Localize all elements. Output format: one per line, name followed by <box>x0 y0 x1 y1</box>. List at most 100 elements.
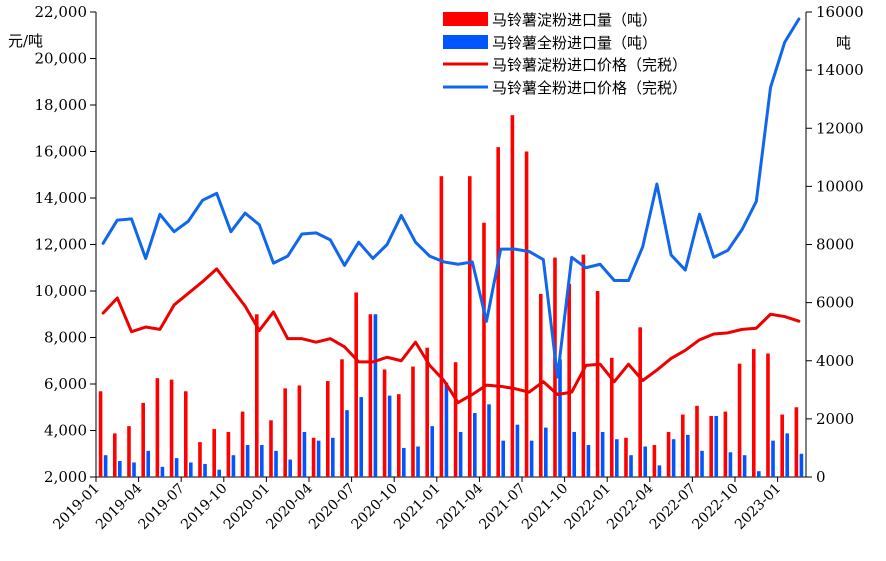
flour-price-line <box>101 17 801 379</box>
x-tick-label: 2020-07 <box>306 481 358 533</box>
starch-volume-bar-2022-08 <box>709 415 713 477</box>
flour-volume-bar-2023-01 <box>785 433 790 477</box>
flour-volume-bar-2020-09 <box>387 395 392 478</box>
flour-volume-bar-2021-07 <box>529 440 534 477</box>
starch-volume-bar-2019-07 <box>183 391 188 477</box>
flour-volume-bar-2019-08 <box>203 463 207 477</box>
flour-volume-bar-2021-02 <box>458 431 463 477</box>
starch-volume-bar-2022-04 <box>652 445 657 477</box>
starch-volume-bar-2019-04 <box>141 402 145 477</box>
flour-volume-bar-2020-11 <box>416 446 420 477</box>
right-tick-label: 16000 <box>816 3 864 21</box>
flour-volume-bar-2020-08 <box>373 314 378 477</box>
starch-volume-bar-2022-02 <box>624 437 628 477</box>
right-tick-label: 4000 <box>816 352 854 370</box>
flour-volume-bar-2019-04 <box>146 450 151 477</box>
flour-volume-bar-2021-05 <box>501 440 506 477</box>
starch-volume-bar-2021-02 <box>453 362 458 477</box>
starch-volume-bar-2020-05 <box>325 381 330 477</box>
flour-volume-bar-2019-07 <box>189 462 193 477</box>
legend-label-flour-volume: 马铃薯全粉进口量（吨） <box>492 34 657 52</box>
starch-volume-bar-2021-05 <box>496 147 500 477</box>
x-tick-label: 2022-01 <box>562 481 614 533</box>
starch-volume-bar-2019-09 <box>212 429 216 477</box>
flour-volume-bar-2020-05 <box>331 437 335 477</box>
starch-volume-bar-2021-03 <box>467 176 472 477</box>
x-tick-label: 2021-07 <box>476 481 528 533</box>
flour-volume-bar-2022-05 <box>671 439 676 477</box>
flour-volume-bar-2022-11 <box>757 471 761 477</box>
flour-volume-bar-2021-04 <box>487 404 491 477</box>
grid-frame <box>95 12 807 478</box>
left-tick-label: 8,000 <box>44 329 87 347</box>
flour-volume-bar-2020-12 <box>430 426 435 477</box>
x-tick-label: 2022-10 <box>689 481 741 533</box>
starch-volume-bar-2022-07 <box>695 405 699 477</box>
x-tick-label: 2022-07 <box>647 481 699 533</box>
flour-volume-bar-2020-03 <box>302 431 307 477</box>
starch-volume-bar-2021-04 <box>482 222 486 477</box>
flour-volume-bar-2020-07 <box>359 397 364 477</box>
starch-volume-bar-2021-12 <box>595 291 600 477</box>
flour-volume-bar-2019-09 <box>217 469 222 477</box>
legend: 马铃薯淀粉进口量（吨） 马铃薯全粉进口量（吨） 马铃薯淀粉进口价格（完税） 马铃… <box>443 11 687 97</box>
left-tick-label: 22,000 <box>35 3 88 21</box>
left-tick-label: 20,000 <box>35 50 88 68</box>
flour-volume-bar-2021-12 <box>600 431 605 477</box>
starch-volume-bar-2022-03 <box>638 327 642 477</box>
starch-volume-bar-2020-12 <box>425 347 429 477</box>
right-tick-label: 0 <box>816 468 826 486</box>
flour-volume-bar-2021-06 <box>515 424 520 477</box>
starch-volume-bar-2019-06 <box>169 379 174 477</box>
flour-volume-bar-2019-12 <box>260 445 264 477</box>
legend-label-flour-price: 马铃薯全粉进口价格（完税） <box>492 79 687 97</box>
right-tick-label: 10000 <box>816 177 864 195</box>
flour-volume-bar-2020-10 <box>402 447 406 477</box>
flour-volume-bar-2022-06 <box>686 434 690 477</box>
starch-volume-bar-2022-05 <box>666 431 671 477</box>
starch-volume-bar-2020-03 <box>297 385 302 477</box>
left-tick-label: 18,000 <box>35 96 88 114</box>
starch-volume-bar-2020-11 <box>411 366 415 477</box>
flour-volume-bar-2020-04 <box>316 440 321 477</box>
x-tick-label: 2021-10 <box>519 481 571 533</box>
starch-volume-bar-2020-08 <box>368 314 373 477</box>
left-axis-unit: 元/吨 <box>8 32 43 50</box>
left-tick-label: 16,000 <box>35 143 88 161</box>
x-tick-label: 2019-07 <box>136 481 188 533</box>
flour-volume-bar-2023-02 <box>799 453 804 477</box>
starch-volume-bar-2019-12 <box>254 314 259 477</box>
flour-volume-bar-2022-01 <box>615 439 619 477</box>
starch-volume-bar-2022-01 <box>609 357 614 477</box>
starch-volume-bar-2019-10 <box>226 431 231 477</box>
legend-swatch-flour-volume <box>443 35 488 49</box>
starch-volume-bar-2020-06 <box>340 359 344 477</box>
right-tick-label: 12000 <box>816 119 864 137</box>
flour-volume-bar-2020-06 <box>345 410 349 477</box>
left-tick-label: 2,000 <box>44 468 87 486</box>
starch-volume-bar-2021-10 <box>567 283 571 477</box>
x-tick-label: 2019-01 <box>50 481 102 533</box>
starch-volume-bar-2022-09 <box>723 411 728 477</box>
flour-volume-bar-2021-11 <box>586 445 591 477</box>
starch-volume-bar-2019-11 <box>240 411 245 477</box>
flour-volume-bar-2022-02 <box>629 455 633 477</box>
flour-volume-bar-2021-10 <box>572 431 577 477</box>
flour-volume-bar-2021-08 <box>544 427 548 477</box>
left-tick-label: 12,000 <box>35 236 88 254</box>
x-tick-label: 2020-10 <box>349 481 401 533</box>
starch-volume-bar-2020-09 <box>382 369 387 477</box>
left-tick-label: 10,000 <box>35 282 88 300</box>
starch-volume-bar-2019-02 <box>112 433 117 477</box>
x-tick-label: 2021-04 <box>434 480 487 533</box>
starch-volume-bar-2019-03 <box>127 426 131 477</box>
right-axis-ticks: 0 2000 4000 6000 8000 10000 12000 14000 16000 <box>806 3 864 486</box>
flour-volume-bar-2021-03 <box>473 413 477 477</box>
right-tick-label: 14000 <box>816 61 864 79</box>
starch-volume-bar-2019-05 <box>155 378 160 477</box>
x-tick-label: 2019-10 <box>178 481 230 533</box>
left-tick-label: 6,000 <box>44 375 87 393</box>
starch-volume-bar-2019-01 <box>98 391 103 477</box>
flour-volume-bar-2022-12 <box>771 440 775 477</box>
